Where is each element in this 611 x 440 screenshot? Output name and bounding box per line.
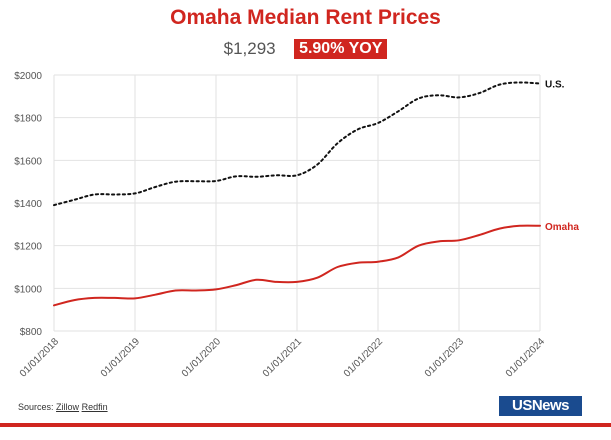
source-link-zillow[interactable]: Zillow bbox=[56, 402, 80, 412]
series-label-u-s: U.S. bbox=[545, 80, 565, 91]
series-line-u-s bbox=[53, 81, 541, 207]
series-label-omaha: Omaha bbox=[545, 222, 579, 233]
x-tick-label: 01/01/2018 bbox=[18, 336, 61, 379]
series-line-omaha bbox=[53, 224, 541, 307]
y-tick-label: $2000 bbox=[14, 71, 42, 82]
y-tick-label: $1000 bbox=[14, 284, 42, 295]
current-rent-value: $1,293 bbox=[223, 39, 276, 58]
chart-title: Omaha Median Rent Prices bbox=[170, 6, 441, 29]
x-tick-label: 01/01/2021 bbox=[261, 336, 304, 379]
y-tick-label: $1400 bbox=[14, 199, 42, 210]
y-tick-label: $800 bbox=[20, 327, 43, 338]
x-tick-label: 01/01/2022 bbox=[342, 336, 385, 379]
sources-line: Sources: Zillow Redfin bbox=[18, 402, 108, 412]
x-tick-label: 01/01/2019 bbox=[99, 336, 142, 379]
x-tick-label: 01/01/2020 bbox=[180, 336, 223, 379]
x-tick-label: 01/01/2023 bbox=[423, 336, 466, 379]
bottom-rule bbox=[0, 423, 611, 427]
headline-stats: $1,293 5.90% YOY bbox=[0, 39, 611, 59]
yoy-badge: 5.90% YOY bbox=[294, 39, 388, 59]
y-tick-label: $1600 bbox=[14, 156, 42, 167]
x-tick-label: 01/01/2024 bbox=[504, 336, 547, 379]
sources-label: Sources: bbox=[18, 402, 54, 412]
usnews-logo: USNews bbox=[499, 396, 582, 416]
y-tick-label: $1200 bbox=[14, 242, 42, 253]
y-tick-label: $1800 bbox=[14, 114, 42, 125]
source-link-redfin[interactable]: Redfin bbox=[81, 402, 108, 412]
